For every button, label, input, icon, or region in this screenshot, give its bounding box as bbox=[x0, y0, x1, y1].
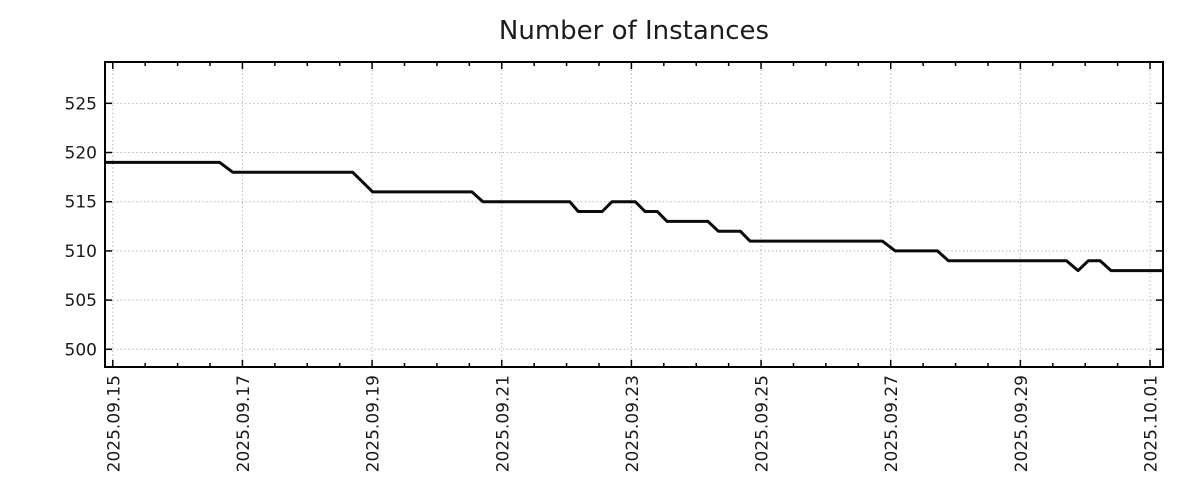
x-tick-label: 2025.09.29 bbox=[1012, 375, 1032, 472]
y-tick-label: 515 bbox=[65, 193, 97, 213]
plot-border bbox=[104, 61, 1164, 368]
x-tick-label: 2025.09.15 bbox=[104, 375, 124, 472]
x-tick-label: 2025.10.01 bbox=[1142, 375, 1162, 472]
x-tick-label: 2025.09.17 bbox=[234, 375, 254, 472]
series-instances-line bbox=[105, 160, 1163, 273]
grid-lines bbox=[105, 62, 1163, 367]
data-series bbox=[105, 160, 1163, 273]
x-tick-label: 2025.09.23 bbox=[623, 375, 643, 472]
x-tick-label: 2025.09.25 bbox=[753, 375, 773, 472]
y-tick-label: 510 bbox=[65, 242, 97, 262]
y-tick-label: 500 bbox=[65, 340, 97, 360]
axis-labels: 2025.09.15 2025.09.17 2025.09.19 2025.09.21… bbox=[65, 94, 1162, 472]
chart-title: Number of Instances bbox=[499, 16, 769, 46]
y-tick-label: 520 bbox=[65, 144, 97, 164]
x-tick-label: 2025.09.27 bbox=[882, 375, 902, 472]
x-tick-label: 2025.09.19 bbox=[364, 375, 384, 472]
y-tick-label: 525 bbox=[65, 94, 97, 114]
x-tick-label: 2025.09.21 bbox=[493, 375, 513, 472]
y-tick-label: 505 bbox=[65, 291, 97, 311]
